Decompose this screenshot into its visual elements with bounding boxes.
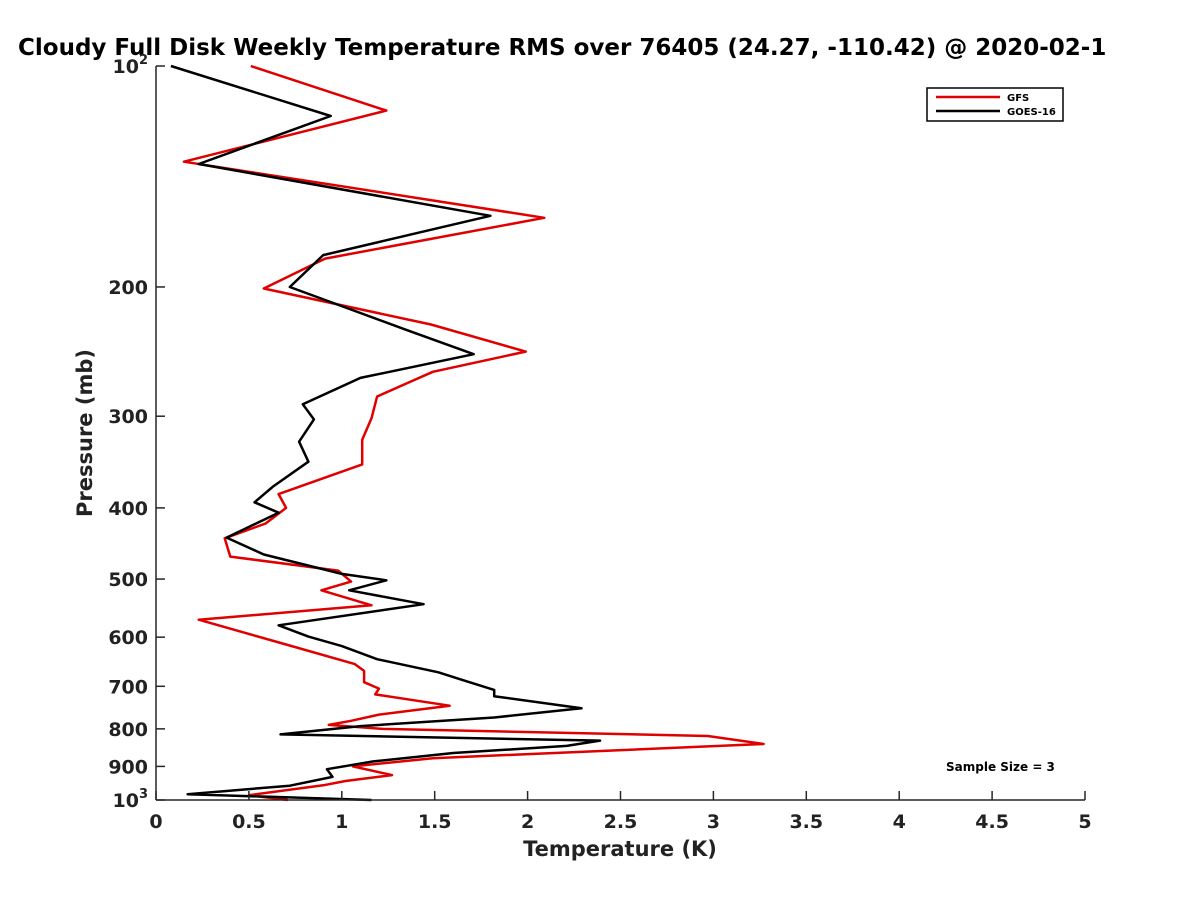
x-tick-label: 1.5: [418, 811, 452, 833]
x-tick-label: 5: [1078, 811, 1091, 833]
x-tick-label: 0.5: [232, 811, 266, 833]
series-line-goes16: [170, 64, 602, 802]
sample-size-annotation: Sample Size = 3: [946, 760, 1055, 774]
legend-box: [926, 87, 1064, 122]
x-axis-label: Temperature (K): [523, 837, 717, 861]
y-tick-label: 103: [113, 787, 149, 812]
x-tick-label: 3: [707, 811, 720, 833]
y-axis-label: Pressure (mb): [73, 349, 97, 517]
x-tick-label: 3.5: [789, 811, 823, 833]
y-tick-label: 900: [108, 756, 148, 778]
y-tick-label: 800: [108, 719, 148, 741]
x-tick-label: 2: [521, 811, 534, 833]
y-tick-label: 500: [108, 569, 148, 591]
legend-label-gfs: GFS: [1007, 93, 1029, 104]
y-tick-label: 300: [108, 406, 148, 428]
y-tick-label: 102: [113, 53, 149, 78]
x-tick-label: 1: [335, 811, 348, 833]
y-tick-label: 400: [108, 498, 148, 520]
y-tick-label: 600: [108, 627, 148, 649]
x-tick-label: 4: [893, 811, 906, 833]
chart-title: Cloudy Full Disk Weekly Temperature RMS …: [18, 35, 1106, 61]
series-layer: [170, 64, 765, 802]
x-tick-label: 4.5: [975, 811, 1009, 833]
axes-layer: 0 0.5 1 1.5 2 2.5 3 3.5 4 4.5 5 102 200 300 400 500 600 7…: [108, 53, 1091, 833]
x-tick-label: 2.5: [604, 811, 638, 833]
legend: GFS GOES-16: [926, 87, 1064, 122]
y-tick-label: 200: [108, 277, 148, 299]
x-tick-label: 0: [149, 811, 162, 833]
y-tick-label: 700: [108, 676, 148, 698]
legend-label-goes16: GOES-16: [1007, 107, 1056, 118]
series-line-gfs: [182, 64, 765, 802]
